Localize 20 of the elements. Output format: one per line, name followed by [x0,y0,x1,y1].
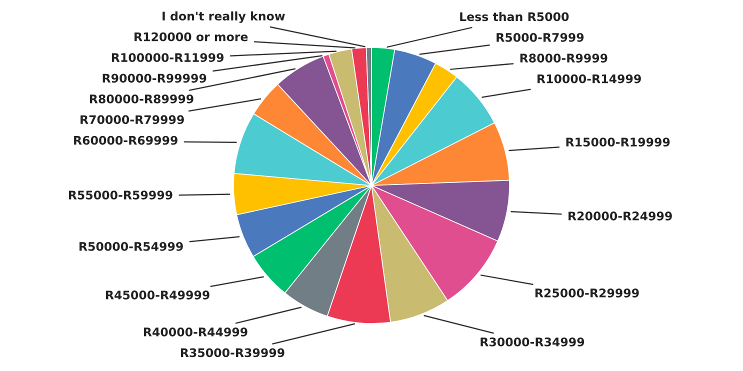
slice-label: R80000-R89999 [90,94,194,104]
slice-label: I don't really know [162,11,285,23]
slice-label: R50000-R54999 [80,242,183,251]
slice-label: R15000-R19999 [566,138,670,147]
slice-label: R45000-R49999 [106,290,210,300]
slice-label: R100000-R11999 [112,53,224,62]
slice-label: R20000-R24999 [568,212,672,220]
slice-label: R35000-R39999 [180,348,284,358]
slice-label: R120000 or more [134,32,248,42]
slice-label: R10000-R14999 [538,74,641,84]
slice-label: R90000-R99999 [102,74,206,83]
slice-label: R60000-R69999 [74,136,178,145]
slice-label: R8000-R9999 [520,54,608,63]
slice-label: R25000-R29999 [535,288,639,298]
slice-label: Less than R5000 [460,12,569,22]
slice-label: R70000-R79999 [80,115,184,124]
slice-label: R40000-R44999 [144,328,248,336]
slice-label: R5000-R7999 [496,32,584,42]
slice-label: R55000-R59999 [68,190,172,200]
slice-label: R30000-R34999 [480,337,584,346]
